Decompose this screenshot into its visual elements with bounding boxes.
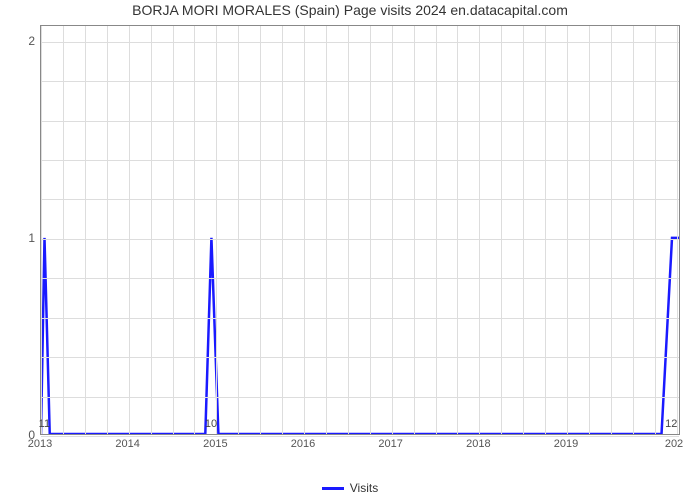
gridline-horizontal [41, 81, 679, 82]
chart-title: BORJA MORI MORALES (Spain) Page visits 2… [0, 2, 700, 18]
legend: Visits [0, 480, 700, 495]
x-tick-label: 2018 [466, 438, 490, 450]
gridline-horizontal [41, 278, 679, 279]
gridline-vertical [392, 26, 393, 434]
gridline-vertical [589, 26, 590, 434]
gridline-vertical [63, 26, 64, 434]
gridline-horizontal [41, 239, 679, 240]
gridline-vertical [85, 26, 86, 434]
gridline-vertical [655, 26, 656, 434]
gridline-vertical [567, 26, 568, 434]
line-chart-svg [41, 26, 679, 434]
gridline-horizontal [41, 397, 679, 398]
gridline-vertical [370, 26, 371, 434]
gridline-vertical [304, 26, 305, 434]
gridline-horizontal [41, 357, 679, 358]
gridline-vertical [545, 26, 546, 434]
y-tick-label: 1 [28, 231, 35, 245]
gridline-vertical [501, 26, 502, 434]
day-label: 10 [205, 418, 217, 430]
gridline-vertical [611, 26, 612, 434]
legend-swatch [322, 487, 344, 490]
gridline-vertical [260, 26, 261, 434]
x-tick-label: 2014 [115, 438, 139, 450]
plot-area [40, 25, 680, 435]
gridline-vertical [173, 26, 174, 434]
gridline-vertical [194, 26, 195, 434]
gridline-vertical [107, 26, 108, 434]
gridline-horizontal [41, 199, 679, 200]
visits-line [41, 238, 679, 434]
gridline-vertical [523, 26, 524, 434]
x-tick-label: 2017 [378, 438, 402, 450]
x-tick-label: 202 [665, 438, 683, 450]
gridline-vertical [633, 26, 634, 434]
x-tick-label: 2019 [554, 438, 578, 450]
y-tick-label: 2 [28, 34, 35, 48]
gridline-vertical [414, 26, 415, 434]
gridline-vertical [151, 26, 152, 434]
gridline-horizontal [41, 160, 679, 161]
gridline-vertical [326, 26, 327, 434]
day-label: 11 [39, 418, 50, 430]
gridline-horizontal [41, 42, 679, 43]
day-label: 12 [665, 418, 677, 430]
gridline-vertical [129, 26, 130, 434]
gridline-horizontal [41, 318, 679, 319]
gridline-vertical [479, 26, 480, 434]
gridline-vertical [216, 26, 217, 434]
gridline-vertical [282, 26, 283, 434]
x-tick-label: 2015 [203, 438, 227, 450]
gridline-vertical [677, 26, 678, 434]
gridline-horizontal [41, 436, 679, 437]
gridline-vertical [436, 26, 437, 434]
gridline-horizontal [41, 121, 679, 122]
legend-label: Visits [350, 481, 378, 495]
chart-container: BORJA MORI MORALES (Spain) Page visits 2… [0, 0, 700, 500]
gridline-vertical [41, 26, 42, 434]
gridline-vertical [238, 26, 239, 434]
x-tick-label: 2013 [28, 438, 52, 450]
gridline-vertical [457, 26, 458, 434]
x-tick-label: 2016 [291, 438, 315, 450]
gridline-vertical [348, 26, 349, 434]
